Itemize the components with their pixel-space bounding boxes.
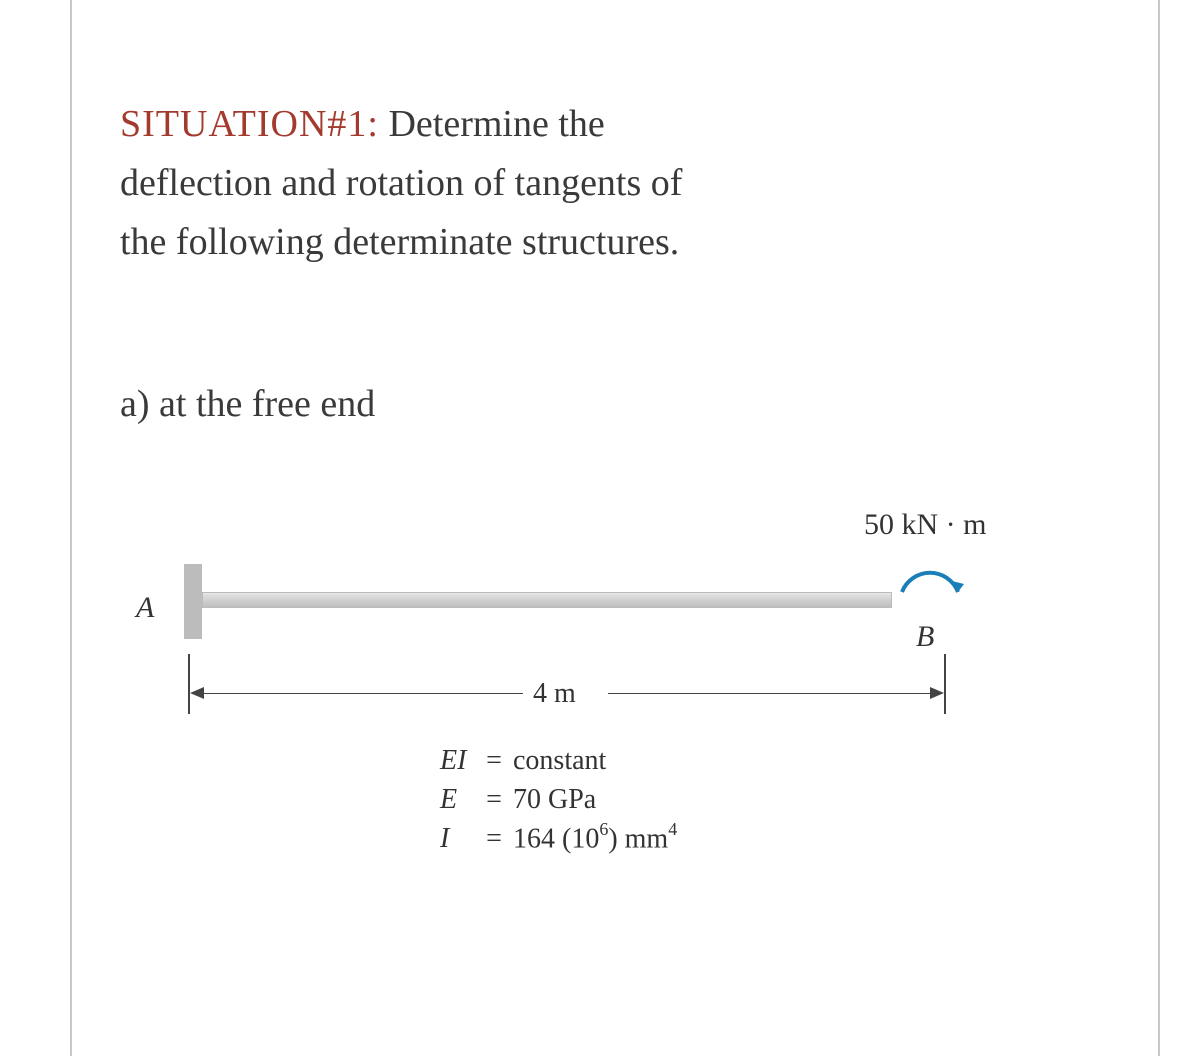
- content-region: SITUATION#1: Determine the deflection an…: [0, 0, 1200, 876]
- i-var: I: [440, 819, 482, 858]
- heading: SITUATION#1: Determine the: [120, 95, 1080, 154]
- e-var: E: [440, 780, 482, 819]
- heading-text-3: the following determinate structures.: [120, 213, 1080, 272]
- i-val-mid: ) mm: [608, 823, 668, 854]
- dim-line-right: [608, 693, 938, 695]
- page-border-left: [70, 0, 72, 1056]
- dimension-line: 4 m: [188, 654, 948, 724]
- i-exp1: 6: [599, 819, 608, 839]
- beam-diagram: A 50 kN · m B 4 m EI= constant E= 70 GPa: [120, 496, 1040, 876]
- page-border-right: [1158, 0, 1160, 1056]
- subheading: a) at the free end: [120, 382, 1080, 426]
- point-a-label: A: [136, 591, 154, 625]
- constants-block: EI= constant E= 70 GPa I= 164 (106) mm4: [440, 741, 677, 859]
- dim-tick-right: [944, 654, 946, 714]
- heading-text-2: deflection and rotation of tangents of: [120, 154, 1080, 213]
- dim-line-left: [198, 693, 523, 695]
- heading-label: SITUATION#1:: [120, 103, 379, 145]
- e-line: E= 70 GPa: [440, 780, 677, 819]
- beam-member: [202, 592, 892, 608]
- point-b-label: B: [916, 620, 934, 654]
- i-eq: =: [482, 819, 506, 858]
- ei-val: constant: [513, 745, 606, 776]
- dim-arrow-right-icon: [930, 687, 944, 699]
- e-eq: =: [482, 780, 506, 819]
- ei-eq: =: [482, 741, 506, 780]
- span-label: 4 m: [533, 678, 576, 710]
- fixed-support: [184, 564, 202, 639]
- i-line: I= 164 (106) mm4: [440, 819, 677, 859]
- e-val: 70 GPa: [513, 784, 596, 815]
- dim-tick-left: [188, 654, 190, 714]
- heading-text-1: Determine the: [379, 103, 605, 145]
- i-val-prefix: 164 (10: [513, 823, 599, 854]
- moment-label: 50 kN · m: [864, 508, 987, 542]
- ei-var: EI: [440, 741, 482, 780]
- i-exp2: 4: [668, 819, 677, 839]
- ei-line: EI= constant: [440, 741, 677, 780]
